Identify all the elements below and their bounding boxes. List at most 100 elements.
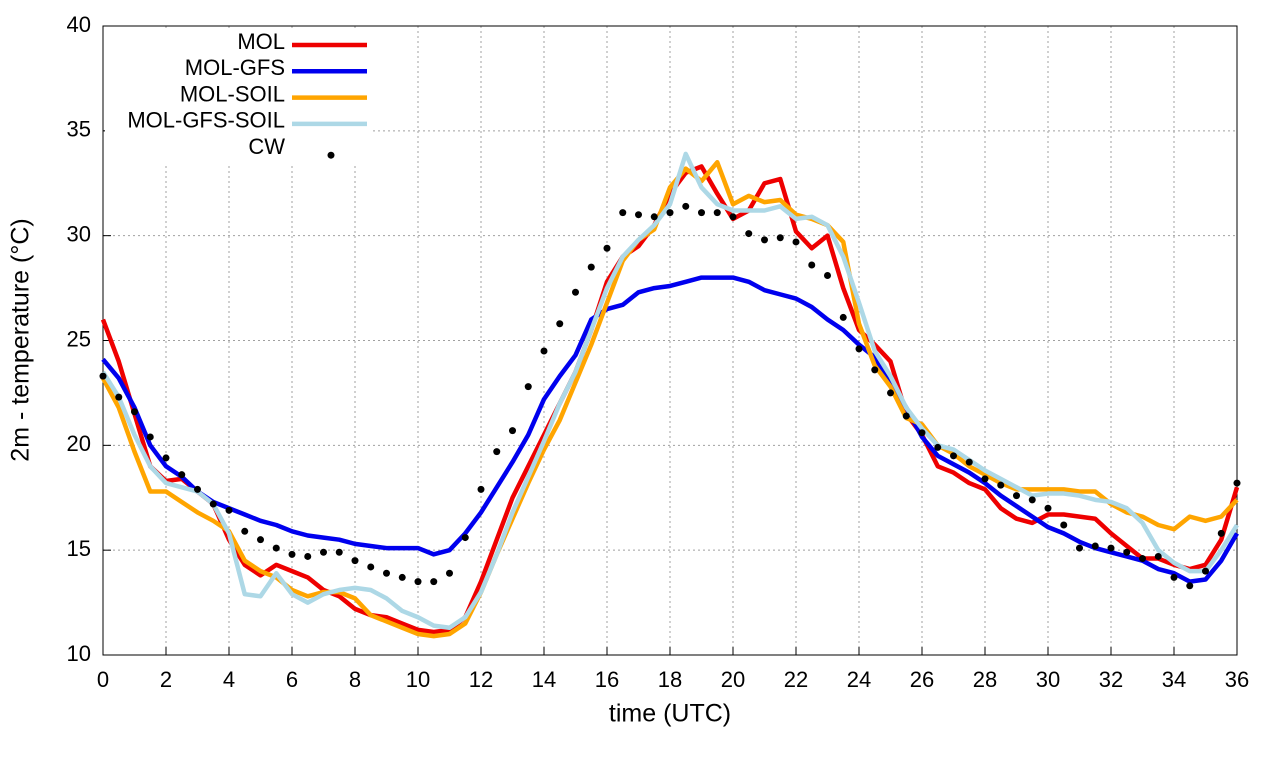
data-point bbox=[288, 550, 296, 558]
x-tick-label: 20 bbox=[721, 667, 745, 692]
y-tick-label: 20 bbox=[67, 431, 91, 456]
data-point bbox=[902, 412, 910, 420]
data-point bbox=[241, 527, 249, 535]
data-point bbox=[304, 552, 312, 560]
data-point bbox=[1091, 542, 1099, 550]
data-point bbox=[650, 213, 658, 221]
x-tick-label: 6 bbox=[286, 667, 298, 692]
data-point bbox=[524, 383, 532, 391]
data-point bbox=[367, 563, 375, 571]
data-point bbox=[335, 548, 343, 556]
data-point bbox=[855, 345, 863, 353]
data-point bbox=[965, 458, 973, 466]
y-tick-label: 25 bbox=[67, 326, 91, 351]
data-point bbox=[1123, 548, 1131, 556]
data-point bbox=[540, 347, 548, 355]
data-point bbox=[950, 452, 957, 460]
data-point bbox=[194, 485, 201, 493]
data-point bbox=[209, 500, 217, 508]
data-point bbox=[1217, 529, 1225, 537]
data-point bbox=[729, 213, 737, 221]
data-point bbox=[320, 548, 327, 556]
data-point bbox=[477, 485, 485, 493]
data-point bbox=[934, 443, 942, 451]
x-tick-label: 12 bbox=[469, 667, 493, 692]
legend-label: MOL-GFS-SOIL bbox=[127, 108, 285, 133]
data-point bbox=[1170, 573, 1178, 581]
data-point bbox=[131, 408, 138, 416]
legend-label: CW bbox=[248, 134, 285, 159]
data-point bbox=[414, 578, 422, 586]
data-point bbox=[745, 230, 753, 238]
data-point bbox=[1233, 479, 1241, 487]
data-point bbox=[635, 211, 642, 219]
data-point bbox=[918, 429, 926, 437]
data-point bbox=[430, 578, 438, 586]
data-point bbox=[1060, 521, 1068, 529]
data-point bbox=[1154, 552, 1162, 560]
data-point bbox=[493, 448, 501, 456]
y-tick-label: 35 bbox=[67, 117, 91, 142]
data-point bbox=[225, 506, 233, 514]
data-point bbox=[509, 427, 516, 435]
x-tick-label: 36 bbox=[1225, 667, 1249, 692]
data-point bbox=[1202, 567, 1209, 575]
data-point bbox=[698, 209, 705, 217]
y-tick-label: 30 bbox=[67, 221, 91, 246]
data-point bbox=[776, 234, 784, 242]
data-point bbox=[272, 544, 280, 552]
data-point bbox=[682, 202, 690, 210]
legend-label: MOL-GFS bbox=[185, 55, 285, 80]
data-point bbox=[761, 236, 768, 244]
y-tick-label: 15 bbox=[67, 536, 91, 561]
x-tick-label: 18 bbox=[658, 667, 682, 692]
data-point bbox=[887, 389, 894, 397]
x-tick-label: 0 bbox=[97, 667, 109, 692]
data-point bbox=[1013, 492, 1020, 500]
x-tick-label: 8 bbox=[349, 667, 361, 692]
x-tick-label: 10 bbox=[406, 667, 430, 692]
y-tick-label: 10 bbox=[67, 641, 91, 666]
data-point bbox=[162, 454, 170, 462]
data-point bbox=[99, 372, 107, 380]
series-line bbox=[101, 160, 1239, 639]
x-tick-label: 14 bbox=[532, 667, 556, 692]
data-point bbox=[146, 433, 154, 441]
x-tick-label: 22 bbox=[784, 667, 808, 692]
x-tick-label: 28 bbox=[973, 667, 997, 692]
data-point bbox=[824, 272, 831, 280]
data-point bbox=[981, 475, 989, 483]
x-tick-label: 4 bbox=[223, 667, 235, 692]
x-axis-label: time (UTC) bbox=[609, 700, 731, 728]
data-point bbox=[383, 569, 390, 577]
y-tick-label: 40 bbox=[67, 12, 91, 37]
series-line bbox=[101, 275, 1239, 584]
x-tick-label: 32 bbox=[1099, 667, 1123, 692]
data-point bbox=[461, 534, 469, 542]
data-point bbox=[351, 557, 359, 565]
data-point bbox=[556, 320, 564, 328]
legend-label: MOL-SOIL bbox=[180, 81, 285, 106]
data-point bbox=[713, 209, 721, 217]
x-tick-label: 16 bbox=[595, 667, 619, 692]
x-tick-label: 2 bbox=[160, 667, 172, 692]
data-point bbox=[178, 471, 186, 479]
x-tick-label: 26 bbox=[910, 667, 934, 692]
legend-marker bbox=[327, 151, 335, 159]
data-point bbox=[1076, 544, 1083, 552]
x-tick-label: 34 bbox=[1162, 667, 1186, 692]
data-point bbox=[619, 209, 627, 217]
data-point bbox=[115, 393, 123, 401]
data-point bbox=[1044, 504, 1052, 512]
data-point bbox=[839, 313, 847, 321]
y-axis-label: 2m - temperature (°C) bbox=[7, 218, 35, 461]
x-tick-label: 30 bbox=[1036, 667, 1060, 692]
data-point bbox=[446, 569, 453, 577]
legend-label: MOL bbox=[237, 29, 285, 54]
data-point bbox=[1028, 496, 1036, 504]
data-point bbox=[792, 238, 800, 246]
series-line bbox=[101, 151, 1239, 630]
data-point bbox=[398, 573, 406, 581]
data-point bbox=[572, 288, 579, 296]
